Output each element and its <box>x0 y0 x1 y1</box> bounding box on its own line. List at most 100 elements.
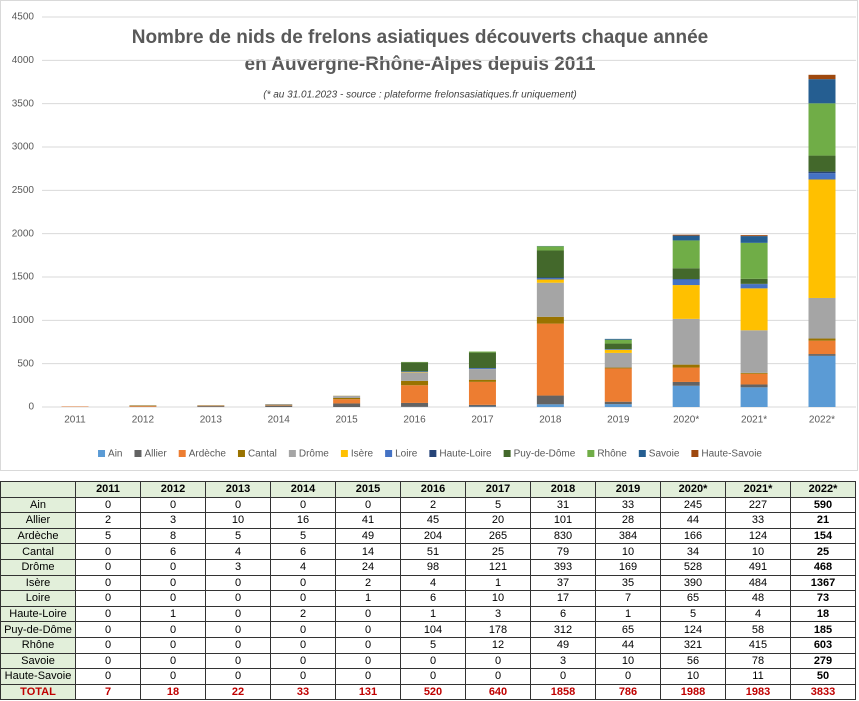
legend-swatch <box>237 450 245 457</box>
cell: 528 <box>660 558 726 576</box>
cell: 3 <box>140 512 206 529</box>
cell: 0 <box>140 574 206 592</box>
bar-segment <box>808 79 836 104</box>
cell: 10 <box>725 543 791 560</box>
data-row: Puy-de-Dôme 0 0 0 0 0 104 178 312 65 124 58 185 <box>0 621 856 638</box>
y-tick-label: 3000 <box>12 142 35 153</box>
total-cell: 1988 <box>660 683 726 701</box>
cell: 10 <box>595 652 661 670</box>
column-header: 2020* <box>660 481 726 498</box>
row-header: Isère <box>0 574 76 592</box>
legend-label: Allier <box>144 449 167 460</box>
column-header: 2015 <box>335 481 401 498</box>
cell: 415 <box>725 636 791 654</box>
bar-segment <box>333 399 361 404</box>
bar-segment <box>604 349 632 353</box>
total-cell: 18 <box>140 683 206 701</box>
bar-segment <box>740 236 768 243</box>
bar-segment <box>401 371 429 372</box>
cell: 6 <box>400 590 466 607</box>
legend-label: Ain <box>108 449 122 460</box>
legend-label: Cantal <box>248 449 277 460</box>
row-header: Cantal <box>0 543 76 560</box>
cell: 603 <box>790 636 856 654</box>
total-cell: 520 <box>400 683 466 701</box>
bar-segment <box>808 179 836 298</box>
cell: 0 <box>335 621 401 638</box>
cell: 31 <box>530 496 596 514</box>
column-header: 2013 <box>205 481 271 498</box>
cell: 0 <box>140 590 206 607</box>
legend-swatch <box>691 450 699 457</box>
bar-segment <box>740 387 768 407</box>
bar-segment <box>672 381 700 386</box>
bar-segment <box>604 352 632 368</box>
bar-segment <box>808 103 836 156</box>
cell: 0 <box>270 574 336 592</box>
bar-segment <box>672 367 700 382</box>
cell: 98 <box>400 558 466 576</box>
bar-segment <box>468 368 496 370</box>
bar-segment <box>672 240 700 269</box>
legend: Ain Allier Ardèche Cantal Drôme Isère Loire Hau… <box>98 449 762 460</box>
cell: 0 <box>400 652 466 670</box>
total-row: TOTAL 7 18 22 33 131 520 640 1858 786 1988 1983 3833 <box>0 683 856 701</box>
data-row: Rhône 0 0 0 0 0 5 12 49 44 321 415 603 <box>0 636 856 654</box>
cell: 0 <box>205 590 271 607</box>
bar-segment <box>401 402 429 407</box>
y-tick-label: 0 <box>28 402 34 413</box>
bar-segment <box>672 364 700 368</box>
bar-segment <box>401 362 429 372</box>
row-header: Haute-Savoie <box>0 668 76 685</box>
bar-segment <box>468 351 496 353</box>
cell: 0 <box>335 636 401 654</box>
bar-segment <box>536 395 564 405</box>
row-header: Puy-de-Dôme <box>0 621 76 638</box>
bar-segment <box>129 405 157 407</box>
total-cell: 7 <box>75 683 141 701</box>
legend-label: Savoie <box>649 449 680 460</box>
cell: 58 <box>725 621 791 638</box>
cell: 14 <box>335 543 401 560</box>
column-header: 2018 <box>530 481 596 498</box>
cell: 0 <box>75 496 141 514</box>
legend-swatch <box>134 450 142 457</box>
cell: 0 <box>205 668 271 685</box>
row-header: Ardèche <box>0 527 76 545</box>
x-tick-label: 2021* <box>741 415 767 426</box>
row-header: Savoie <box>0 652 76 670</box>
cell: 0 <box>75 636 141 654</box>
cell: 0 <box>335 496 401 514</box>
cell: 0 <box>75 621 141 638</box>
cell: 2 <box>400 496 466 514</box>
cell: 10 <box>205 512 271 529</box>
bar-segment <box>604 338 632 340</box>
bar-segment <box>672 318 700 365</box>
bar-segment <box>808 171 836 174</box>
bar-segment <box>740 278 768 284</box>
bar-segment <box>536 277 564 279</box>
cell: 48 <box>725 590 791 607</box>
bar-segment <box>536 282 564 317</box>
chart-frame <box>0 0 858 471</box>
cell: 0 <box>335 668 401 685</box>
cell: 5 <box>465 496 531 514</box>
legend-swatch <box>340 450 348 457</box>
cell: 0 <box>75 558 141 576</box>
bar-segment <box>333 403 361 407</box>
cell: 2 <box>75 512 141 529</box>
cell: 3 <box>205 558 271 576</box>
y-tick-label: 2000 <box>12 228 35 239</box>
bar-segment <box>536 278 564 280</box>
total-cell: 3833 <box>790 683 856 701</box>
bar-segment <box>808 340 836 355</box>
cell: 28 <box>595 512 661 529</box>
legend-label: Puy-de-Dôme <box>514 449 576 460</box>
cell: 0 <box>75 668 141 685</box>
cell: 166 <box>660 527 726 545</box>
cell: 1367 <box>790 574 856 592</box>
row-header: Ain <box>0 496 76 514</box>
cell: 5 <box>75 527 141 545</box>
cell: 65 <box>595 621 661 638</box>
cell: 178 <box>465 621 531 638</box>
